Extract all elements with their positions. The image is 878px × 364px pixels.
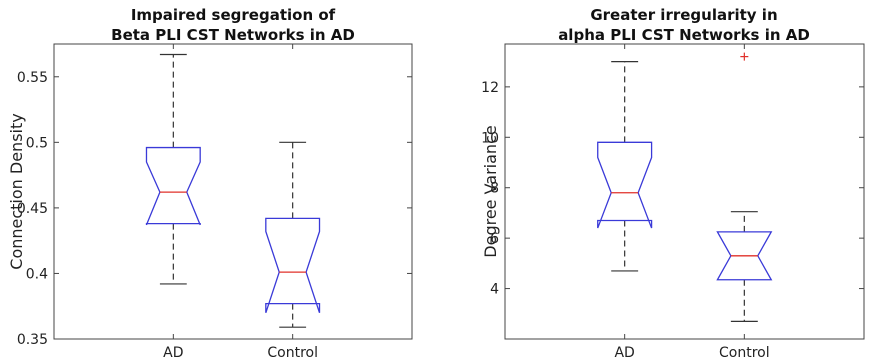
box-ad (597, 61, 653, 272)
notched-box (597, 141, 653, 229)
chart-title-line: Greater irregularity in (590, 6, 777, 24)
y-tick-label: 10 (481, 130, 499, 146)
box-control (716, 52, 773, 322)
y-tick-label: 0.55 (17, 70, 48, 86)
plot-frame (53, 43, 413, 340)
y-tick-label: 4 (490, 282, 499, 298)
y-axis-label: Connection Density (7, 113, 26, 269)
y-tick-label: 0.5 (26, 135, 48, 151)
y-tick-label: 12 (481, 80, 499, 96)
y-tick-label: 6 (490, 231, 499, 247)
notched-box (265, 217, 321, 313)
y-axis-label: Degree Variance (481, 125, 500, 257)
y-tick-label: 8 (490, 181, 499, 197)
y-tick-label: 0.45 (17, 201, 48, 217)
chart-title-line: Impaired segregation of (131, 6, 336, 24)
box-ad (145, 53, 201, 285)
box-control (265, 141, 321, 328)
y-tick-label: 0.35 (17, 332, 48, 348)
notched-box (145, 146, 201, 226)
x-tick-label: AD (163, 345, 183, 361)
chart-1: 0.35 0.4 0.45 0.5 0.55 AD Control Impaired segr… (7, 6, 413, 361)
chart-title-line: alpha PLI CST Networks in AD (558, 26, 810, 44)
chart-2: 4 6 8 10 12 AD Control Greater irregularity in a… (481, 6, 865, 361)
outlier-point (740, 52, 749, 61)
x-tick-label: AD (614, 345, 634, 361)
plot-frame (504, 43, 865, 340)
x-tick-label: Control (267, 345, 318, 361)
chart-title-line: Beta PLI CST Networks in AD (111, 26, 355, 44)
y-tick-label: 0.4 (26, 266, 48, 282)
x-tick-label: Control (719, 345, 770, 361)
